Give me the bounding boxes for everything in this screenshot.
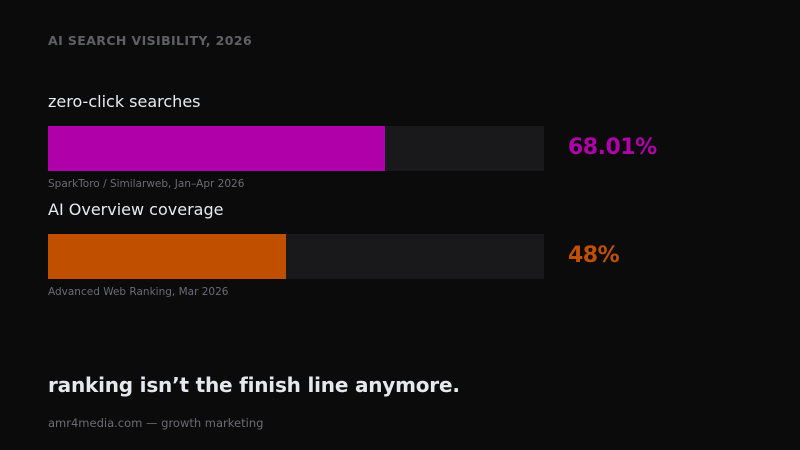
bar-value-label: 68.01% [568, 135, 657, 160]
metric-source: SparkToro / Similarweb, Jan–Apr 2026 [48, 178, 245, 190]
metric-source: Advanced Web Ranking, Mar 2026 [48, 286, 229, 298]
metric-label: AI Overview coverage [48, 200, 224, 219]
tagline: ranking isn’t the finish line anymore. [48, 373, 460, 397]
metric-zero-click: zero-click searches 68.01% SparkToro / S… [48, 92, 768, 191]
bar-value-label: 48% [568, 243, 620, 268]
bar-row: 48% [48, 234, 768, 279]
footer-credit: amr4media.com — growth marketing [48, 416, 264, 430]
bar-fill [48, 126, 385, 171]
chart-kicker: AI SEARCH VISIBILITY, 2026 [48, 33, 253, 48]
bar-track [48, 234, 544, 279]
bar-fill [48, 234, 286, 279]
bar-row: 68.01% [48, 126, 768, 171]
bar-track [48, 126, 544, 171]
metric-label: zero-click searches [48, 92, 201, 111]
metric-ai-overview: AI Overview coverage 48% Advanced Web Ra… [48, 200, 768, 299]
